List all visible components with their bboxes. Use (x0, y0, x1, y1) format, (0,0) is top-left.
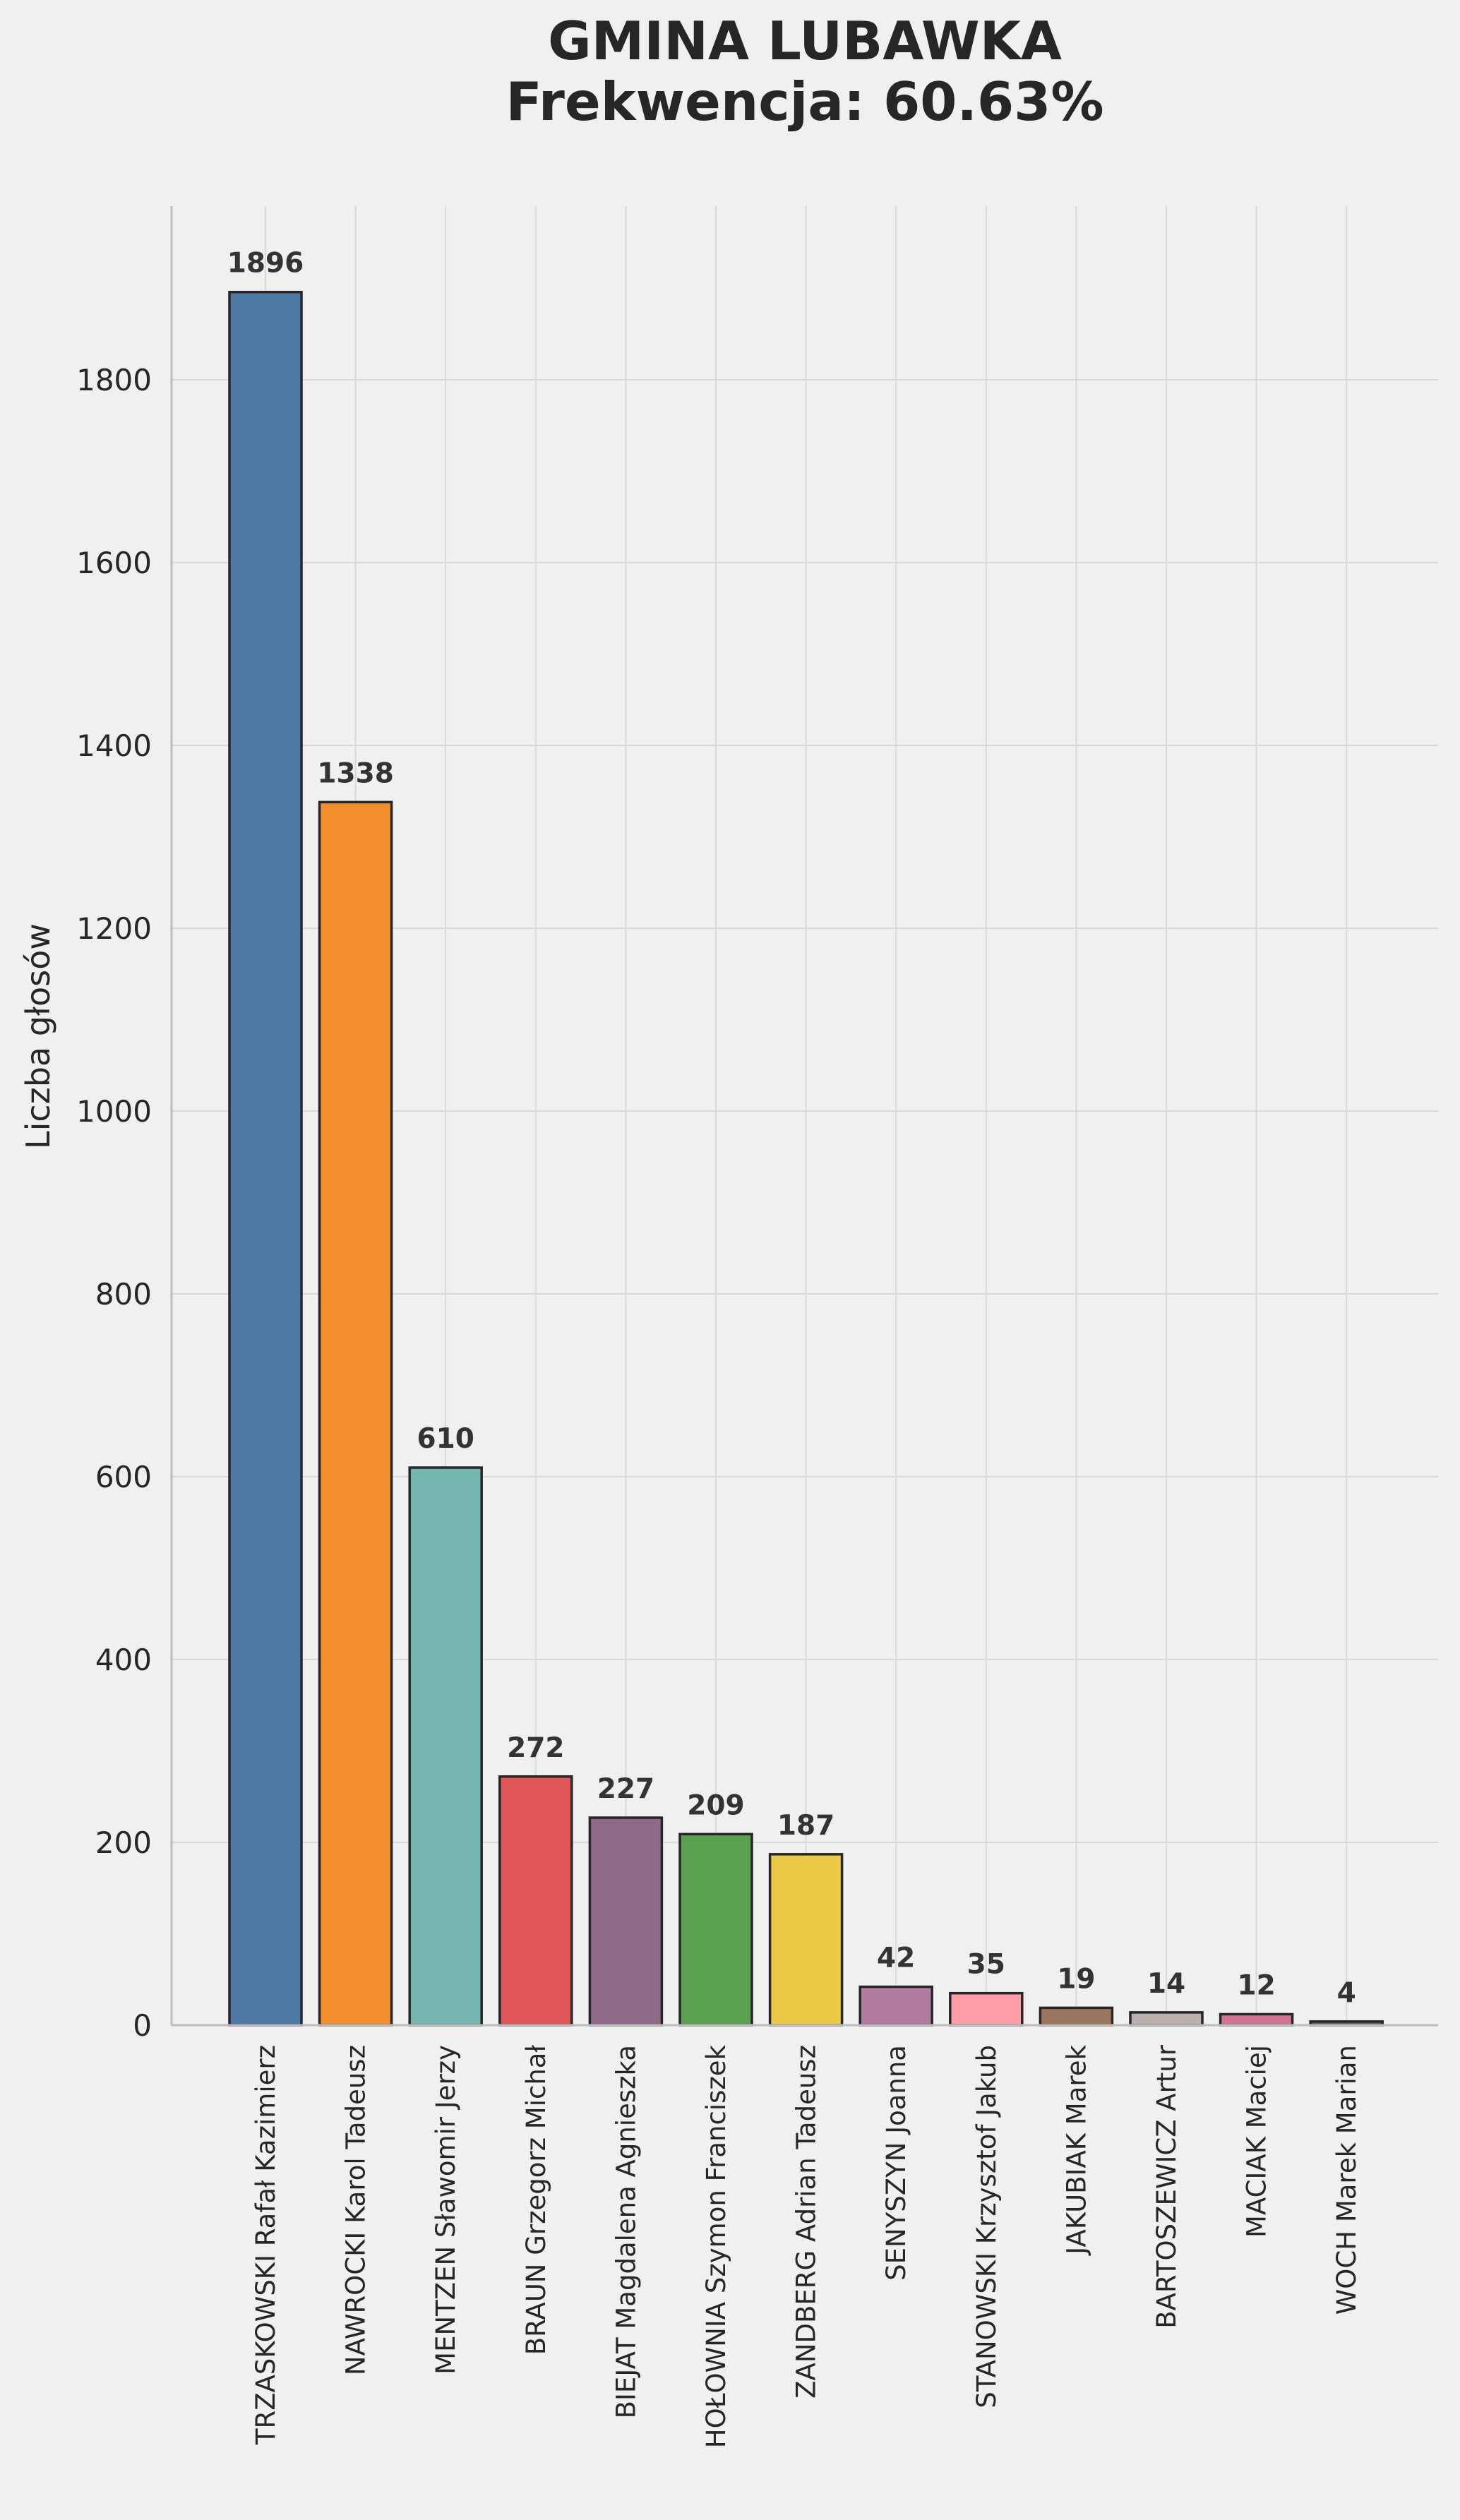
bar (588, 1816, 664, 2027)
bar (678, 1832, 753, 2027)
y-tick-label: 0 (133, 2008, 152, 2043)
bar (1129, 2011, 1204, 2027)
data-labels: 1896 1338 610 272 227 209 187 42 35 19 14 12 4 (227, 248, 1356, 2009)
y-tick-label: 1000 (76, 1094, 152, 1129)
y-tick-label: 1200 (76, 911, 152, 946)
x-tick-label: SENYSZYN Joanna (881, 2045, 911, 2281)
x-tick-label: WOCH Marek Marian (1332, 2045, 1362, 2315)
chart-subtitle: Frekwencja: 60.63% (506, 71, 1104, 133)
y-tick-label: 1600 (76, 546, 152, 580)
x-tick-label: BARTOSZEWICZ Artur (1151, 2044, 1182, 2329)
data-label: 272 (507, 1732, 564, 1764)
y-axis-label: Liczba głosów (19, 923, 57, 1149)
y-tick-label: 1400 (76, 728, 152, 763)
bar (858, 1985, 933, 2027)
data-label: 42 (877, 1943, 915, 1974)
data-label: 227 (597, 1773, 654, 1805)
bar (949, 1991, 1024, 2027)
data-label: 12 (1237, 1969, 1275, 2001)
y-tick-label: 800 (95, 1277, 152, 1312)
bar (498, 1775, 573, 2027)
data-label: 1338 (317, 757, 394, 789)
data-label: 610 (417, 1423, 474, 1455)
bar (1219, 2012, 1294, 2027)
bar (408, 1466, 483, 2027)
bar (1039, 2006, 1114, 2027)
x-tick-label: BRAUN Grzegorz Michał (521, 2045, 551, 2356)
bar (768, 1853, 844, 2027)
x-tick-labels: TRZASKOWSKI Rafał Kazimierz NAWROCKI Karo… (251, 2044, 1362, 2448)
y-tick-label: 400 (95, 1643, 152, 1677)
data-label: 4 (1337, 1977, 1356, 2009)
bars (228, 290, 1384, 2027)
data-label: 1896 (227, 248, 304, 280)
x-tick-label: MENTZEN Sławomir Jerzy (431, 2045, 461, 2375)
y-tick-label: 600 (95, 1460, 152, 1494)
data-label: 14 (1147, 1968, 1185, 2000)
x-tick-label: BIEJAT Magdalena Agnieszka (611, 2045, 641, 2418)
x-tick-label: NAWROCKI Karol Tadeusz (341, 2045, 371, 2375)
bar (318, 800, 393, 2027)
x-tick-label: JAKUBIAK Marek (1061, 2044, 1091, 2255)
chart-title: GMINA LUBAWKA (548, 10, 1062, 72)
x-tick-label: MACIAK Maciej (1242, 2045, 1272, 2238)
bar (228, 290, 303, 2027)
data-label: 35 (967, 1949, 1005, 1981)
data-label: 187 (777, 1810, 834, 1842)
y-tick-labels: 0 200 400 600 800 1000 1200 1400 1600 1800 (76, 363, 152, 2043)
x-tick-label: TRZASKOWSKI Rafał Kazimierz (251, 2045, 281, 2445)
y-tick-label: 1800 (76, 363, 152, 397)
y-tick-label: 200 (95, 1825, 152, 1860)
data-label: 19 (1057, 1963, 1095, 1995)
axes (170, 206, 1438, 2027)
x-tick-label: HOŁOWNIA Szymon Franciszek (701, 2044, 731, 2448)
x-tick-label: ZANDBERG Adrian Tadeusz (791, 2045, 822, 2399)
x-tick-label: STANOWSKI Krzysztof Jakub (971, 2045, 1002, 2408)
data-label: 209 (687, 1789, 744, 1821)
